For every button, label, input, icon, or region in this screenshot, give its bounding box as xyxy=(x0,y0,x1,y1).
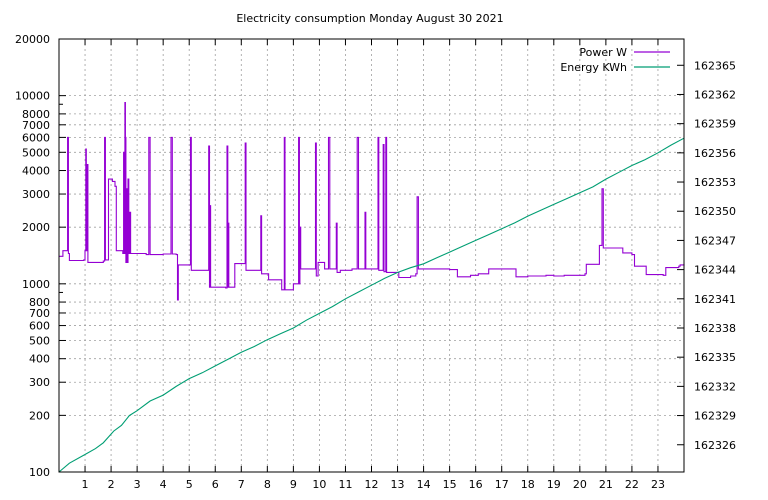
y2-tick-label: 162359 xyxy=(694,118,736,131)
x-tick-label: 4 xyxy=(160,478,167,491)
x-tick-label: 9 xyxy=(290,478,297,491)
y2-tick-label: 162338 xyxy=(694,322,736,335)
x-tick-label: 1 xyxy=(82,478,89,491)
y-tick-label: 600 xyxy=(29,320,50,333)
x-tick-label: 7 xyxy=(238,478,245,491)
y-tick-label: 100 xyxy=(29,466,50,479)
grid xyxy=(59,38,684,473)
legend-label: Energy KWh xyxy=(560,61,627,74)
y-tick-label: 7000 xyxy=(22,119,50,132)
chart-title: Electricity consumption Monday August 30… xyxy=(236,12,503,25)
legend-label: Power W xyxy=(579,46,627,59)
legend: Power W Energy KWh xyxy=(560,46,670,74)
y-tick-label: 500 xyxy=(29,334,50,347)
power-series-line xyxy=(59,101,685,301)
y2-tick-label: 162347 xyxy=(694,234,736,247)
x-tick-label: 2 xyxy=(108,478,115,491)
y-tick-label: 700 xyxy=(29,307,50,320)
y-tick-label: 2000 xyxy=(22,221,50,234)
y-tick-label: 20000 xyxy=(15,33,50,46)
y2-tick-label: 162341 xyxy=(694,293,736,306)
y-tick-label: 8000 xyxy=(22,108,50,121)
x-tick-label: 11 xyxy=(338,478,352,491)
y-tick-label: 200 xyxy=(29,409,50,422)
x-tick-label: 3 xyxy=(134,478,141,491)
x-tick-label: 15 xyxy=(443,478,457,491)
x-tick-label: 22 xyxy=(625,478,639,491)
y-tick-label: 5000 xyxy=(22,146,50,159)
y2-tick-label: 162329 xyxy=(694,410,736,423)
y2-tick-label: 162350 xyxy=(694,205,736,218)
x-tick-label: 14 xyxy=(417,478,431,491)
y-tick-label: 10000 xyxy=(15,90,50,103)
y-tick-label: 3000 xyxy=(22,188,50,201)
x-tick-label: 6 xyxy=(212,478,219,491)
y-tick-label: 400 xyxy=(29,353,50,366)
x-tick-label: 20 xyxy=(573,478,587,491)
y-tick-label: 1000 xyxy=(22,278,50,291)
y2-tick-label: 162365 xyxy=(694,59,736,72)
x-tick-label: 17 xyxy=(495,478,509,491)
y2-tick-label: 162326 xyxy=(694,439,736,452)
y2-tick-label: 162356 xyxy=(694,147,736,160)
y-tick-label: 4000 xyxy=(22,165,50,178)
y-tick-label: 6000 xyxy=(22,131,50,144)
y2-tick-label: 162362 xyxy=(694,88,736,101)
y2-tick-label: 162353 xyxy=(694,176,736,189)
y2-tick-label: 162335 xyxy=(694,351,736,364)
x-tick-label: 18 xyxy=(521,478,535,491)
x-tick-label: 12 xyxy=(365,478,379,491)
y-tick-label: 300 xyxy=(29,376,50,389)
x-tick-label: 21 xyxy=(599,478,613,491)
x-tick-label: 16 xyxy=(469,478,483,491)
x-tick-label: 5 xyxy=(186,478,193,491)
ticks: 1 2 3 4 5 6 7 8 9 10 11 12 13 14 15 16 17 18 19 20 21 22 23100… xyxy=(15,33,736,491)
x-tick-label: 13 xyxy=(391,478,405,491)
y-tick-label: 800 xyxy=(29,296,50,309)
x-tick-label: 10 xyxy=(312,478,326,491)
x-tick-label: 19 xyxy=(547,478,561,491)
series-layer xyxy=(58,101,685,473)
y2-tick-label: 162332 xyxy=(694,380,736,393)
energy-series-line xyxy=(58,137,685,473)
x-tick-label: 23 xyxy=(651,478,665,491)
y2-tick-label: 162344 xyxy=(694,264,736,277)
x-tick-label: 8 xyxy=(264,478,271,491)
